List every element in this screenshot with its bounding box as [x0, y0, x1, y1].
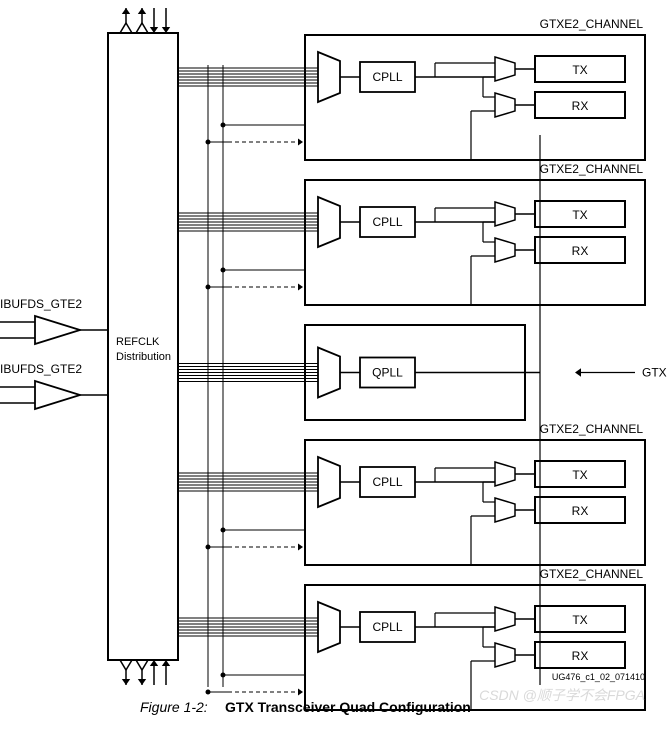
ibufds-label: IBUFDS_GTE2 [0, 297, 82, 311]
qpll-label: QPLL [372, 366, 403, 380]
cpll-label: CPLL [372, 70, 402, 84]
gtxe2-common: QPLL GTXE2_COMMON [178, 325, 667, 420]
mux-icon [318, 52, 340, 102]
figure-caption-title: GTX Transceiver Quad Configuration [225, 699, 471, 715]
tx-label: TX [572, 613, 587, 627]
mux-icon [318, 197, 340, 247]
channel-label: GTXE2_CHANNEL [540, 422, 644, 436]
rx-label: RX [572, 244, 589, 258]
channel-label: GTXE2_CHANNEL [540, 162, 644, 176]
ibufds-label: IBUFDS_GTE2 [0, 362, 82, 376]
common-label: GTXE2_COMMON [642, 366, 667, 380]
channel-label: GTXE2_CHANNEL [540, 567, 644, 581]
cpll-label: CPLL [372, 475, 402, 489]
gtxe2-channel: GTXE2_CHANNEL CPLL TX RX [178, 17, 645, 160]
refclk-label-1: REFCLK [116, 336, 160, 348]
gtx-quad-diagram: REFCLK Distribution IBUFDS_GTE2 IBUFDS_GTE2… [0, 0, 667, 725]
gtxe2-channel: GTXE2_CHANNEL CPLL TX RX [178, 422, 645, 565]
cpll-label: CPLL [372, 215, 402, 229]
ibufds-icon [35, 381, 80, 409]
tx-label: TX [572, 208, 587, 222]
gtxe2-channel: GTXE2_CHANNEL CPLL TX RX [178, 162, 645, 305]
watermark: CSDN @顺子学不会FPGA [479, 687, 645, 703]
mux-icon [318, 457, 340, 507]
doc-ref: UG476_c1_02_071410 [552, 672, 645, 682]
ibufds-icon [35, 316, 80, 344]
tx-label: TX [572, 468, 587, 482]
cpll-label: CPLL [372, 620, 402, 634]
rx-label: RX [572, 99, 589, 113]
rx-label: RX [572, 504, 589, 518]
mux-icon [318, 602, 340, 652]
rx-label: RX [572, 649, 589, 663]
figure-caption-prefix: Figure 1-2: [140, 699, 208, 715]
refclk-label-2: Distribution [116, 351, 171, 363]
channel-label: GTXE2_CHANNEL [540, 17, 644, 31]
tx-label: TX [572, 63, 587, 77]
